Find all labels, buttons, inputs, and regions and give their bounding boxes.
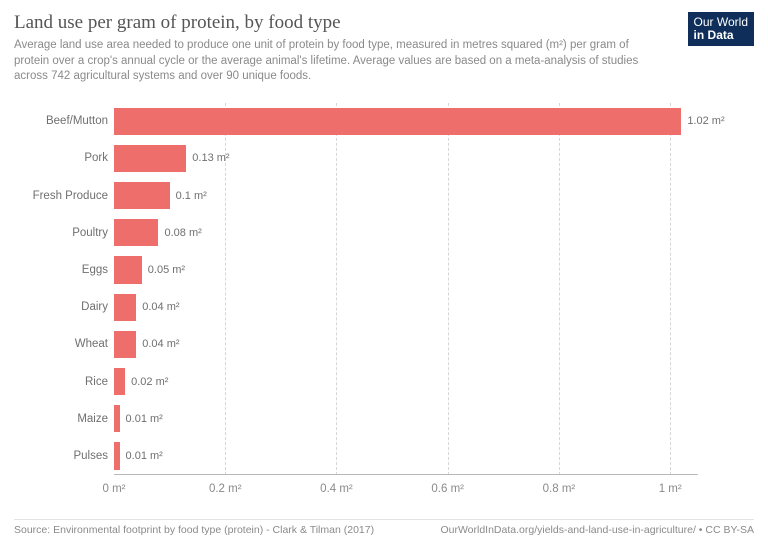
category-label: Wheat	[14, 338, 108, 350]
bar-row: Pork0.13 m²	[114, 140, 698, 177]
x-tick-label: 0.4 m²	[320, 483, 353, 495]
category-label: Dairy	[14, 301, 108, 313]
source-text: Source: Environmental footprint by food …	[14, 524, 374, 536]
bar	[114, 368, 125, 395]
bar-row: Beef/Mutton1.02 m²	[114, 103, 698, 140]
value-label: 0.08 m²	[164, 227, 201, 239]
bar	[114, 442, 120, 469]
bar	[114, 219, 158, 246]
chart-subtitle: Average land use area needed to produce …	[14, 38, 654, 85]
chart-header: Land use per gram of protein, by food ty…	[14, 12, 754, 85]
value-label: 0.04 m²	[142, 301, 179, 313]
x-tick-label: 0.2 m²	[209, 483, 242, 495]
category-label: Rice	[14, 376, 108, 388]
owid-logo: Our World in Data	[688, 12, 754, 46]
bar-row: Poultry0.08 m²	[114, 214, 698, 251]
bar-row: Dairy0.04 m²	[114, 289, 698, 326]
bar-chart: Beef/Mutton1.02 m²Pork0.13 m²Fresh Produ…	[14, 103, 754, 503]
category-label: Pulses	[14, 450, 108, 462]
value-label: 0.01 m²	[126, 450, 163, 462]
bar	[114, 256, 142, 283]
value-label: 0.01 m²	[126, 413, 163, 425]
bar	[114, 108, 681, 135]
category-label: Poultry	[14, 227, 108, 239]
category-label: Fresh Produce	[14, 190, 108, 202]
chart-footer: Source: Environmental footprint by food …	[14, 519, 754, 536]
category-label: Beef/Mutton	[14, 115, 108, 127]
bar-row: Eggs0.05 m²	[114, 251, 698, 288]
bar	[114, 182, 170, 209]
value-label: 0.02 m²	[131, 376, 168, 388]
bar-row: Wheat0.04 m²	[114, 326, 698, 363]
bar-row: Fresh Produce0.1 m²	[114, 177, 698, 214]
bar	[114, 405, 120, 432]
bar-row: Pulses0.01 m²	[114, 437, 698, 474]
bar	[114, 294, 136, 321]
plot-area: Beef/Mutton1.02 m²Pork0.13 m²Fresh Produ…	[114, 103, 698, 475]
bar	[114, 331, 136, 358]
value-label: 0.04 m²	[142, 338, 179, 350]
x-tick-label: 0.6 m²	[431, 483, 464, 495]
logo-line-1: Our World	[694, 16, 748, 29]
bar-row: Rice0.02 m²	[114, 363, 698, 400]
value-label: 0.05 m²	[148, 264, 185, 276]
x-axis-baseline	[114, 474, 698, 475]
bar	[114, 145, 186, 172]
value-label: 0.13 m²	[192, 152, 229, 164]
credit-text: OurWorldInData.org/yields-and-land-use-i…	[440, 524, 754, 536]
value-label: 1.02 m²	[687, 115, 724, 127]
x-tick-label: 0 m²	[103, 483, 126, 495]
value-label: 0.1 m²	[176, 190, 207, 202]
chart-title: Land use per gram of protein, by food ty…	[14, 12, 754, 34]
x-tick-label: 1 m²	[659, 483, 682, 495]
x-tick-label: 0.8 m²	[543, 483, 576, 495]
category-label: Eggs	[14, 264, 108, 276]
category-label: Pork	[14, 152, 108, 164]
category-label: Maize	[14, 413, 108, 425]
logo-line-2: in Data	[694, 29, 748, 42]
bar-row: Maize0.01 m²	[114, 400, 698, 437]
